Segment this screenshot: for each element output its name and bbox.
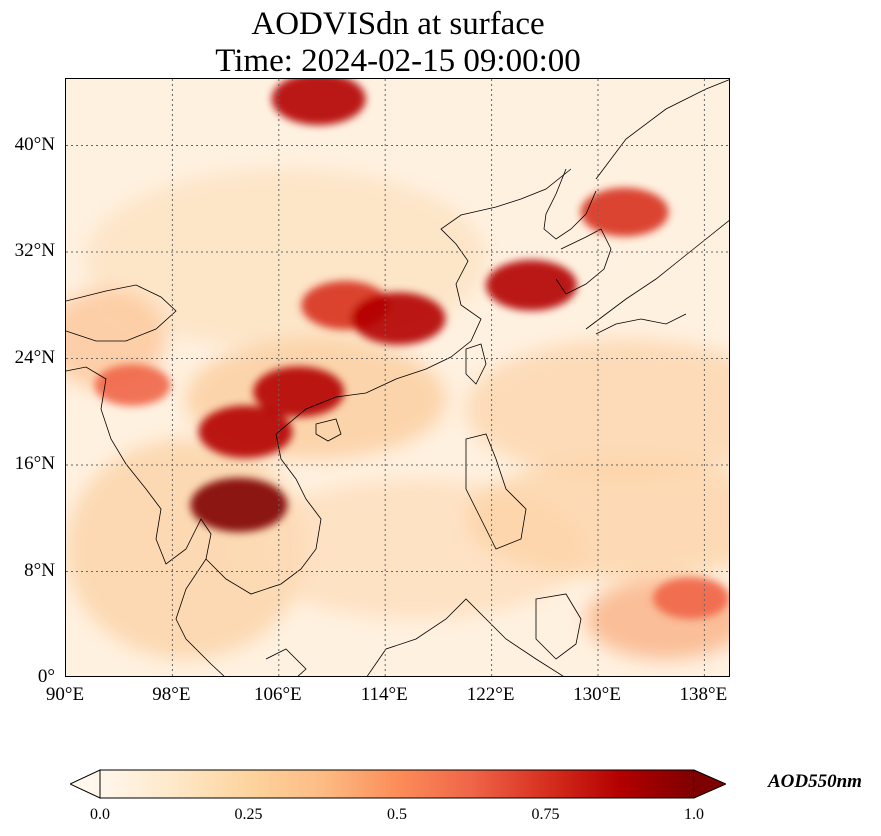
colorbar-extend-high	[694, 770, 726, 798]
aod-plume-1	[198, 405, 293, 458]
lat-tick-label: 24°N	[14, 346, 55, 368]
lat-tick-label: 40°N	[14, 133, 55, 155]
colorbar-tick-label: 1.0	[684, 806, 704, 823]
lon-tick-label: 122°E	[466, 684, 515, 705]
lon-tick-label: 138°E	[679, 684, 728, 705]
aod-plume-9	[653, 577, 729, 619]
lat-tick-label: 8°N	[24, 559, 55, 581]
aod-plume-5	[486, 260, 577, 311]
aod-plume-4	[351, 292, 446, 345]
colorbar	[70, 769, 726, 799]
coastlines	[66, 79, 729, 676]
map-title: AODVISdn at surface	[251, 6, 545, 42]
colorbar-outline	[70, 769, 726, 799]
map-time-subtitle: Time: 2024-02-15 09:00:00	[215, 43, 581, 79]
lon-tick-label: 114°E	[360, 684, 408, 705]
colorbar-extend-low	[70, 770, 100, 798]
lon-tick-label: 106°E	[253, 684, 302, 705]
lat-tick-label: 16°N	[14, 453, 55, 475]
lon-tick-label: 98°E	[152, 684, 191, 705]
aod-plume-8	[94, 364, 171, 406]
colorbar-tick-label: 0.75	[531, 806, 560, 823]
aod-plume-6	[580, 187, 669, 237]
lat-tick-label: 32°N	[14, 240, 55, 262]
colorbar-title: AOD550nm	[768, 771, 862, 792]
aod-field-background	[66, 169, 729, 659]
graticule	[66, 79, 729, 676]
map-panel	[65, 78, 730, 677]
colorbar-tick-label: 0.0	[90, 806, 110, 823]
aod-plume-7	[271, 79, 366, 126]
aod-plume-2	[253, 366, 345, 418]
colorbar-tick-label: 0.5	[387, 806, 407, 823]
colorbar-tick-label: 0.25	[234, 806, 263, 823]
lat-tick-label: 0°	[37, 666, 55, 687]
aod-field-plumes	[94, 79, 729, 619]
lon-tick-label: 130°E	[573, 684, 621, 705]
aod-map	[66, 79, 729, 676]
lon-tick-label: 90°E	[45, 684, 85, 705]
colorbar-gradient	[99, 769, 695, 799]
aod-plume-0	[190, 477, 288, 533]
